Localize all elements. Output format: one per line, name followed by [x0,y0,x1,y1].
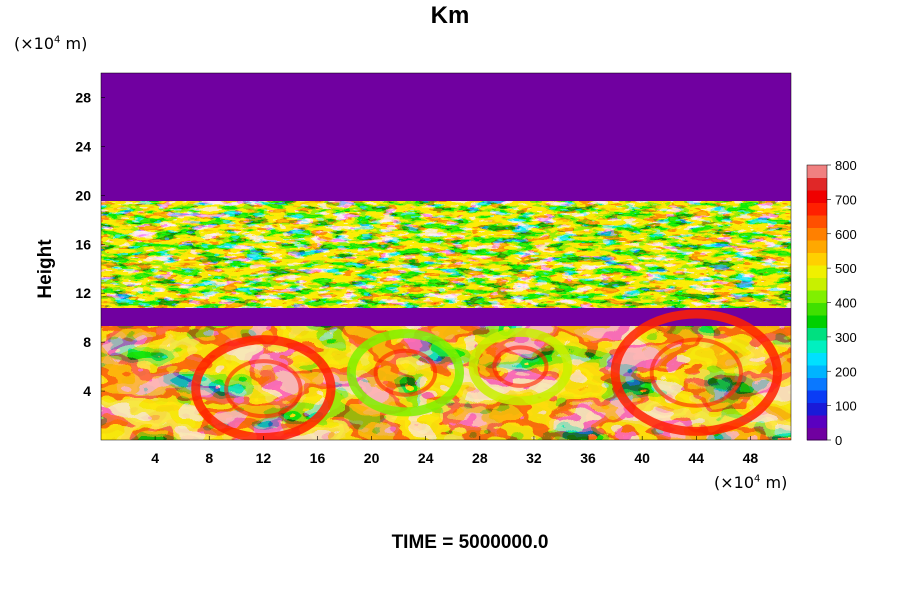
y-tick-label: 28 [75,89,91,105]
x-tick-label: 8 [205,450,213,466]
colorbar-swatch [807,427,827,441]
y-tick-label: 20 [75,187,91,203]
colorbar-swatch [807,327,827,341]
x-tick-label: 48 [743,450,759,466]
band-quiet-mid [101,307,791,327]
eddy-core-3 [492,345,549,388]
x-tick-label: 20 [364,450,380,466]
colorbar-swatch [807,215,827,228]
colorbar-swatch [807,340,827,353]
y-tick-label: 12 [75,285,91,301]
colorbar-swatch [807,377,827,391]
colorbar-swatch [807,302,827,316]
colorbar-swatch [807,290,827,303]
colorbar-tick-label: 800 [835,158,857,173]
x-tick-label: 12 [256,450,272,466]
eddy-3 [468,327,573,406]
colorbar-tick-label: 700 [835,192,857,207]
y-tick-label: 16 [75,236,91,252]
x-tick-label: 40 [634,450,650,466]
x-tick-label: 4 [151,450,159,466]
band-top [101,73,791,202]
colorbar-swatch [807,365,827,378]
colorbar-swatch [807,402,827,416]
x-tick-label: 44 [689,450,705,466]
colorbar-tick-label: 500 [835,261,857,276]
y-tick-label: 4 [83,383,91,399]
colorbar-swatch [807,265,827,278]
x-tick-label: 32 [526,450,542,466]
colorbar-tick-label: 600 [835,227,857,242]
eddy-core-4 [649,337,743,408]
colorbar-swatch [807,177,827,191]
colorbar-tick-label: 400 [835,296,857,311]
colorbar-swatch [807,315,827,328]
colorbar-tick-label: 100 [835,399,857,414]
chart-title: Km [430,2,470,29]
colorbar-swatch [807,190,827,203]
x-tick-label: 28 [472,450,488,466]
colorbar-tick-label: 0 [835,433,842,448]
y-unit-label: (×104 m) [14,34,88,53]
colorbar-swatch [807,165,827,178]
eddy-core-2 [373,348,438,397]
colorbar-swatch [807,202,827,216]
colorbar-swatch [807,352,827,366]
colorbar-swatch [807,252,827,266]
y-tick-label: 8 [83,334,91,350]
colorbar-swatch [807,240,827,253]
x-unit-label: (×104 m) [714,473,788,492]
colorbar-tick-label: 300 [835,330,857,345]
x-tick-label: 16 [310,450,326,466]
colorbar-swatch [807,415,827,428]
y-tick-label: 24 [75,138,91,154]
time-label: TIME = 5000000.0 [391,532,549,553]
eddy-4 [610,309,782,436]
x-tick-label: 24 [418,450,434,466]
eddy-2 [346,329,465,417]
colorbar-swatch [807,227,827,241]
colorbar-swatch [807,277,827,291]
eddy-core-1 [224,359,303,419]
colorbar-swatch [807,390,827,403]
x-tick-label: 36 [580,450,596,466]
upper-turbulence-texture [101,201,791,308]
colorbar-tick-label: 200 [835,364,857,379]
